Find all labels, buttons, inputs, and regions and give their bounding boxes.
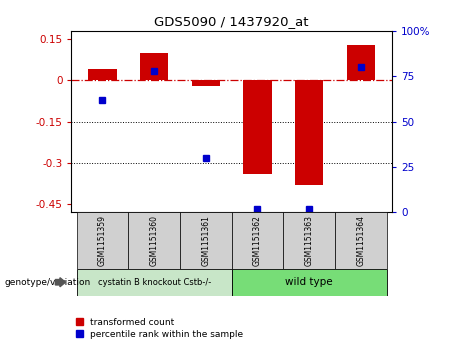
Bar [77,212,128,269]
Bar [128,212,180,269]
Bar [180,212,231,269]
Bar [231,269,387,296]
Bar [243,80,272,174]
Bar [295,80,323,185]
Bar [335,212,387,269]
Text: wild type: wild type [285,277,333,287]
Text: GSM1151361: GSM1151361 [201,215,210,266]
Title: GDS5090 / 1437920_at: GDS5090 / 1437920_at [154,15,309,28]
Text: GSM1151363: GSM1151363 [305,215,313,266]
Text: cystatin B knockout Cstb-/-: cystatin B knockout Cstb-/- [98,278,211,287]
Text: GSM1151360: GSM1151360 [150,215,159,266]
Bar [347,45,375,80]
Text: GSM1151362: GSM1151362 [253,215,262,266]
Legend: transformed count, percentile rank within the sample: transformed count, percentile rank withi… [76,318,243,339]
Text: GSM1151364: GSM1151364 [356,215,366,266]
Bar [192,80,220,86]
Bar [231,212,284,269]
Bar [140,53,168,80]
Bar [284,212,335,269]
Text: genotype/variation: genotype/variation [5,278,91,287]
FancyArrow shape [55,278,65,287]
Text: GSM1151359: GSM1151359 [98,215,107,266]
Bar [77,269,231,296]
Bar [88,69,117,80]
